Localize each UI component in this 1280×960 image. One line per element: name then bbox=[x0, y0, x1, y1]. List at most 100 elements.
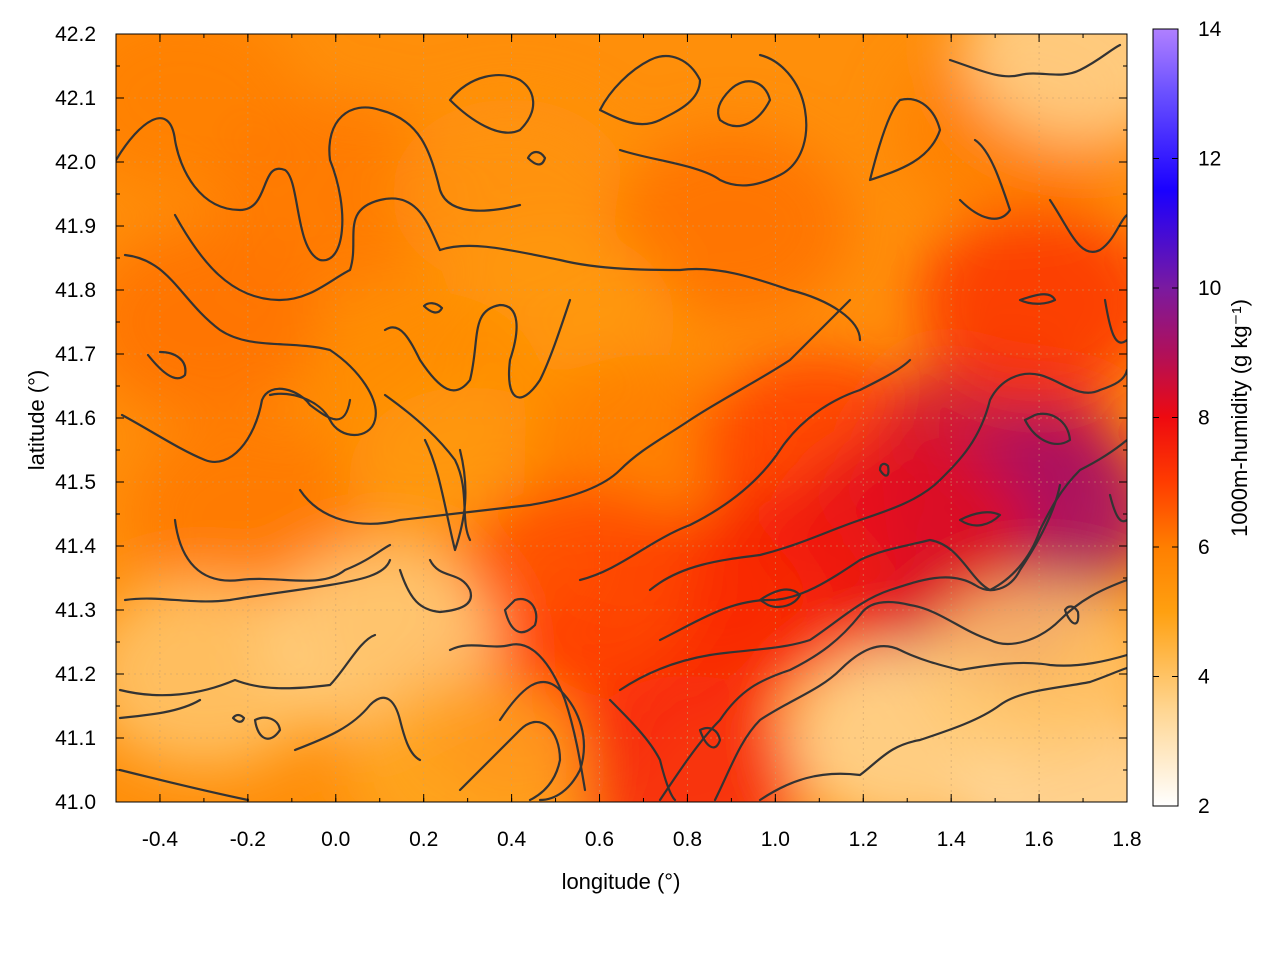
x-tick-label: 0.4 bbox=[497, 828, 527, 851]
colorbar-tick-label: 12 bbox=[1198, 148, 1221, 171]
x-axis: -0.4 -0.2 0.0 0.2 0.4 0.6 0.8 1.0 1.2 1.4 1.6 1.8 bbox=[115, 34, 1142, 851]
contour-line bbox=[958, 138, 1012, 220]
contour-line bbox=[253, 716, 282, 740]
contour-line bbox=[173, 518, 392, 582]
x-tick-label: 0.8 bbox=[673, 828, 702, 851]
grid bbox=[116, 34, 1127, 802]
x-tick-label: 1.6 bbox=[1024, 828, 1053, 851]
contour-line bbox=[118, 698, 202, 720]
colorbar-ticks: 2 4 6 8 10 12 14 bbox=[1153, 18, 1222, 818]
contour-line bbox=[578, 358, 912, 582]
contour-line bbox=[658, 578, 1127, 802]
x-tick-label: 0.2 bbox=[409, 828, 438, 851]
contour-line bbox=[422, 302, 444, 314]
contour-line bbox=[298, 298, 852, 525]
y-tick-label: 41.0 bbox=[55, 791, 96, 814]
colorbar-tick-label: 4 bbox=[1198, 666, 1210, 689]
contour-line bbox=[716, 80, 772, 128]
plot-area bbox=[116, 34, 1127, 802]
y-tick-label: 41.7 bbox=[55, 343, 96, 366]
contour-line bbox=[423, 438, 467, 552]
contour-line bbox=[123, 253, 377, 436]
colorbar-tick-label: 8 bbox=[1198, 407, 1210, 430]
y-tick-label: 41.8 bbox=[55, 279, 96, 302]
contour-line bbox=[383, 298, 572, 399]
x-tick-label: 1.0 bbox=[761, 828, 790, 851]
x-tick-label: 1.2 bbox=[849, 828, 878, 851]
contour-line bbox=[118, 768, 250, 802]
field-cell bbox=[215, 99, 456, 289]
contour-line bbox=[383, 393, 472, 542]
y-tick-label: 41.6 bbox=[55, 407, 96, 430]
colorbar-tick-label: 6 bbox=[1198, 536, 1210, 559]
contour-line bbox=[1108, 493, 1127, 523]
contour-line bbox=[1018, 293, 1057, 305]
contour-line bbox=[398, 558, 473, 614]
heatmap-field bbox=[116, 34, 1127, 802]
contour-line bbox=[1063, 605, 1080, 625]
contour-line bbox=[598, 55, 702, 126]
colorbar-tick-label: 2 bbox=[1198, 795, 1210, 818]
colorbar-title: 1000m-humidity (g kg⁻¹) bbox=[1227, 299, 1252, 537]
contour-line bbox=[658, 438, 1127, 642]
contour-line bbox=[438, 244, 862, 342]
y-axis: 41.0 41.1 41.2 41.3 41.4 41.5 41.6 41.7 41.8 41.9… bbox=[55, 23, 1127, 814]
y-tick-label: 41.3 bbox=[55, 599, 96, 622]
contour-line bbox=[878, 462, 890, 477]
field-cell bbox=[963, 34, 1127, 142]
y-tick-label: 41.1 bbox=[55, 727, 96, 750]
field-cell bbox=[611, 131, 852, 321]
contour-line bbox=[1048, 198, 1127, 253]
x-tick-label: 1.8 bbox=[1112, 828, 1141, 851]
y-tick-label: 42.0 bbox=[55, 151, 96, 174]
contour-line bbox=[618, 483, 1062, 692]
y-tick-label: 41.9 bbox=[55, 215, 96, 238]
y-axis-title: latitude (°) bbox=[24, 370, 49, 471]
contour-line bbox=[958, 511, 1002, 527]
contour-line bbox=[293, 696, 422, 762]
x-tick-label: 0.0 bbox=[321, 828, 350, 851]
contour-line bbox=[948, 43, 1122, 78]
contour-line bbox=[231, 713, 246, 723]
x-tick-label: -0.4 bbox=[142, 828, 179, 851]
field-cell bbox=[116, 227, 324, 417]
contour-line bbox=[618, 53, 808, 187]
field-cell bbox=[919, 207, 1127, 398]
contour-lines bbox=[116, 43, 1127, 802]
contour-line bbox=[758, 588, 802, 609]
contour-line bbox=[868, 97, 942, 182]
contour-line bbox=[503, 597, 538, 634]
contour-line bbox=[448, 643, 587, 792]
field-cell bbox=[567, 675, 808, 802]
y-tick-label: 42.2 bbox=[55, 23, 96, 46]
contour-line bbox=[458, 720, 562, 802]
colorbar-tick-label: 14 bbox=[1198, 18, 1222, 41]
contour-line bbox=[648, 368, 1127, 592]
colorbar-tick-label: 10 bbox=[1198, 277, 1221, 300]
contour-line bbox=[526, 150, 547, 166]
y-tick-label: 41.4 bbox=[55, 535, 96, 558]
contour-line bbox=[1103, 298, 1127, 344]
y-tick-label: 42.1 bbox=[55, 87, 96, 110]
contour-line bbox=[758, 666, 1127, 802]
y-tick-label: 41.2 bbox=[55, 663, 96, 686]
x-tick-label: 0.6 bbox=[585, 828, 614, 851]
contour-line bbox=[123, 558, 392, 603]
contour-line bbox=[120, 387, 352, 463]
contour-line bbox=[118, 633, 377, 697]
contour-line bbox=[173, 197, 442, 302]
field-cell bbox=[347, 675, 588, 802]
x-tick-label: -0.2 bbox=[230, 828, 266, 851]
contour-line bbox=[698, 726, 722, 749]
contour-line bbox=[146, 350, 187, 380]
x-tick-label: 1.4 bbox=[937, 828, 967, 851]
contour-line bbox=[713, 645, 1127, 802]
x-axis-title: longitude (°) bbox=[562, 869, 681, 894]
y-tick-label: 41.5 bbox=[55, 471, 96, 494]
contour-line bbox=[1023, 412, 1072, 446]
contour-line bbox=[498, 680, 585, 802]
contour-line bbox=[116, 106, 522, 262]
contour-line bbox=[608, 698, 677, 802]
contour-line bbox=[448, 74, 535, 134]
